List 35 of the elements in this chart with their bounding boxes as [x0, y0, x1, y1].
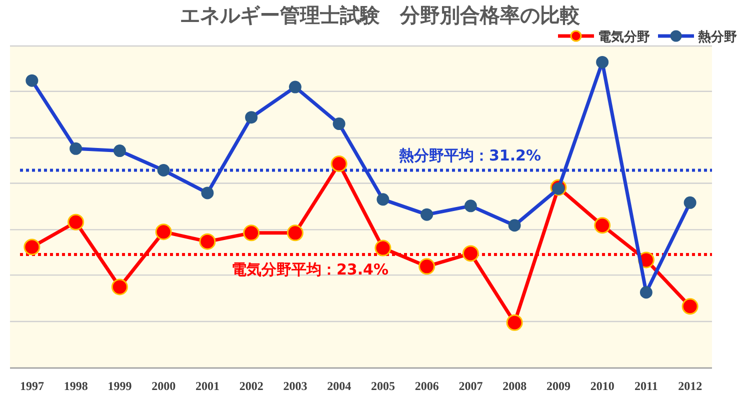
point	[286, 224, 304, 242]
point	[68, 214, 84, 230]
x-tick-label: 2003	[283, 379, 308, 393]
point	[594, 217, 611, 234]
point	[682, 298, 698, 315]
x-tick-label: 1999	[108, 379, 132, 393]
point	[111, 278, 128, 296]
point	[462, 245, 479, 262]
point	[374, 240, 392, 256]
point	[155, 224, 172, 240]
x-tick-label: 2008	[502, 379, 527, 393]
x-tick-label: 2002	[239, 379, 264, 393]
point	[418, 258, 436, 275]
ref-line-label: 電気分野平均：23.4%	[231, 260, 389, 279]
point	[24, 238, 40, 256]
ref-line-label: 熱分野平均：31.2%	[398, 146, 542, 164]
x-tick-label: 2006	[414, 379, 439, 393]
legend-label: 電気分野	[598, 30, 650, 45]
x-tick-label: 2010	[590, 379, 614, 393]
x-tick-label: 1997	[20, 379, 44, 393]
x-tick-label: 2009	[546, 379, 570, 393]
x-tick-label: 2001	[195, 379, 220, 393]
x-tick-label: 1998	[64, 379, 88, 393]
point	[199, 233, 216, 250]
x-tick-label: 2011	[634, 379, 658, 393]
point	[243, 224, 260, 242]
x-tick-label: 2007	[458, 379, 483, 393]
x-tick-label: 2004	[327, 379, 352, 393]
x-tick-label: 2005	[370, 379, 395, 393]
point	[506, 314, 523, 331]
chart-title: エネルギー管理士試験 分野別合格率の比較	[180, 3, 581, 27]
x-tick-label: 2012	[678, 379, 702, 393]
point	[330, 156, 348, 172]
legend-label: 熱分野	[697, 29, 737, 45]
x-tick-label: 2000	[152, 379, 176, 393]
